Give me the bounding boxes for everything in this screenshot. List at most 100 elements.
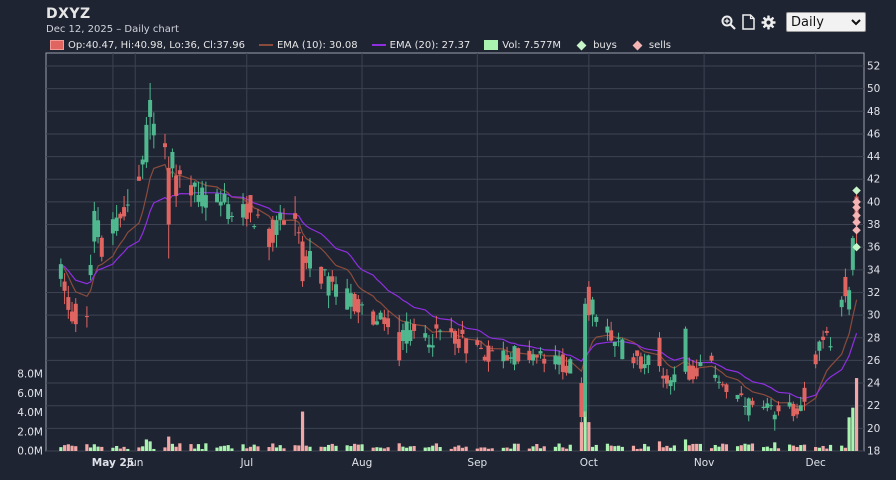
candle-body: [122, 207, 127, 217]
volume-bar: [509, 448, 513, 451]
candle-body: [620, 339, 625, 360]
candle-body: [746, 398, 751, 416]
volume-bar: [743, 443, 747, 451]
candle-body: [761, 406, 766, 409]
volume-bar: [178, 443, 182, 451]
volume-bar: [252, 444, 256, 451]
candle-body: [371, 311, 376, 325]
volume-bar: [144, 439, 148, 451]
candle-body: [330, 276, 335, 282]
candle-body: [605, 326, 610, 333]
price-tick-label: 52: [867, 61, 880, 73]
candle-body: [62, 281, 67, 291]
candle-body: [542, 358, 547, 364]
document-icon[interactable]: [740, 13, 756, 31]
volume-bar: [460, 447, 465, 451]
candle-body: [557, 356, 562, 365]
volume-bar: [245, 448, 249, 451]
candle-body: [750, 400, 755, 405]
volume-bar: [170, 443, 175, 451]
candle-body: [839, 299, 844, 308]
chart-legend: Op:40.47, Hi:40.98, Lo:36, Cl:37.96 EMA …: [50, 38, 685, 52]
candle-body: [508, 357, 513, 359]
candle-body: [326, 276, 331, 296]
candle-body: [795, 408, 800, 415]
ema20-line: [60, 191, 858, 400]
candle-body: [307, 251, 312, 269]
volume-bar: [401, 446, 405, 451]
candle-body: [568, 359, 573, 374]
candle-body: [430, 345, 435, 348]
candle-body: [560, 354, 565, 373]
interval-select[interactable]: Daily: [786, 12, 866, 32]
candle-body: [817, 341, 822, 351]
volume-bar: [661, 447, 665, 451]
volume-bar: [721, 443, 725, 451]
volume-bar: [605, 443, 610, 451]
candle-body: [776, 405, 781, 412]
candle-body: [709, 355, 714, 361]
candle-body: [743, 406, 748, 408]
volume-bar: [334, 445, 338, 451]
price-tick-label: 44: [867, 151, 881, 163]
volume-bar: [304, 445, 308, 451]
volume-bar: [62, 445, 67, 451]
volume-bar: [531, 446, 535, 451]
volume-bar: [579, 422, 584, 451]
candle-body: [118, 213, 123, 219]
legend-buys-text: buys: [593, 39, 617, 51]
price-tick-label: 34: [867, 264, 881, 276]
legend-ohlc-text: Op:40.47, Hi:40.98, Lo:36, Cl:37.96: [68, 39, 245, 51]
candle-body: [724, 384, 729, 392]
gear-icon[interactable]: [760, 13, 776, 31]
volume-bar: [241, 444, 245, 451]
volume-bar: [557, 443, 561, 451]
candle-body: [501, 350, 506, 362]
candle-body: [352, 294, 357, 312]
price-tick-label: 32: [867, 287, 880, 299]
volume-bar: [828, 444, 833, 451]
candle-body: [408, 330, 413, 341]
candle-body: [456, 339, 461, 348]
legend-ohlc: Op:40.47, Hi:40.98, Lo:36, Cl:37.96: [50, 40, 245, 51]
volume-bar: [274, 447, 279, 451]
volume-bar: [717, 446, 721, 451]
volume-bar: [386, 447, 390, 451]
volume-bar: [434, 443, 439, 451]
volume-bar: [300, 411, 305, 451]
volume-bar: [74, 446, 78, 451]
candle-body: [787, 402, 792, 407]
volume-bar: [665, 445, 669, 451]
volume-bar: [527, 448, 531, 451]
candle-body: [136, 176, 141, 181]
candle-body: [847, 290, 852, 310]
candle-body: [229, 216, 234, 218]
volume-bar: [613, 446, 617, 451]
candle-body: [296, 232, 301, 234]
chart-subtitle: Dec 12, 2025 – Daily chart: [46, 24, 179, 35]
volume-bar: [137, 447, 141, 451]
candle-body: [281, 220, 286, 225]
volume-bar: [297, 445, 301, 451]
candle-body: [400, 330, 405, 341]
candle-body: [300, 241, 305, 282]
volume-bar: [847, 417, 851, 451]
volume-bar: [639, 448, 643, 451]
candle-body: [304, 256, 309, 263]
price-tick-label: 22: [867, 400, 880, 412]
candle-body: [378, 312, 383, 320]
volume-bar: [66, 444, 70, 451]
volume-bar: [799, 445, 803, 451]
candle-body: [668, 380, 673, 387]
volume-bar: [375, 447, 379, 451]
volume-bar: [687, 445, 691, 451]
candle-body: [423, 333, 428, 338]
legend-buys: buys: [575, 40, 617, 51]
volume-bar: [724, 444, 729, 451]
candle-body: [241, 204, 246, 218]
zoom-icon[interactable]: [720, 13, 736, 31]
candle-body: [114, 217, 119, 232]
volume-bar: [568, 444, 572, 451]
volume-bar: [464, 446, 468, 451]
